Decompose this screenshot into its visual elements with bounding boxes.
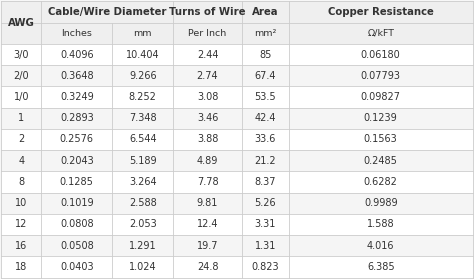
Text: 1.024: 1.024 bbox=[129, 262, 156, 272]
Bar bbox=[1, 256, 473, 278]
Text: 2: 2 bbox=[18, 134, 25, 145]
Text: 0.07793: 0.07793 bbox=[361, 71, 401, 81]
Text: 8: 8 bbox=[18, 177, 25, 187]
Text: 33.6: 33.6 bbox=[255, 134, 276, 145]
Text: 0.1239: 0.1239 bbox=[364, 113, 398, 123]
Text: 7.78: 7.78 bbox=[197, 177, 219, 187]
Bar bbox=[1, 150, 473, 171]
Text: 21.2: 21.2 bbox=[255, 156, 276, 166]
Text: 67.4: 67.4 bbox=[255, 71, 276, 81]
Text: 9.266: 9.266 bbox=[129, 71, 156, 81]
Text: 0.823: 0.823 bbox=[252, 262, 279, 272]
Text: 3.31: 3.31 bbox=[255, 220, 276, 230]
Text: 10.404: 10.404 bbox=[126, 49, 160, 59]
Bar bbox=[1, 108, 473, 129]
Text: 24.8: 24.8 bbox=[197, 262, 219, 272]
Text: 4.016: 4.016 bbox=[367, 241, 394, 251]
Text: 5.189: 5.189 bbox=[129, 156, 156, 166]
Bar bbox=[1, 65, 473, 86]
Text: 0.2485: 0.2485 bbox=[364, 156, 398, 166]
Text: 0.2893: 0.2893 bbox=[60, 113, 94, 123]
Text: 3.88: 3.88 bbox=[197, 134, 218, 145]
Text: 12: 12 bbox=[15, 220, 27, 230]
Text: 2.74: 2.74 bbox=[197, 71, 219, 81]
Bar bbox=[1, 23, 473, 44]
Text: 19.7: 19.7 bbox=[197, 241, 219, 251]
Text: 85: 85 bbox=[259, 49, 272, 59]
Text: 3.08: 3.08 bbox=[197, 92, 218, 102]
Text: 5.26: 5.26 bbox=[255, 198, 276, 208]
Text: 4: 4 bbox=[18, 156, 25, 166]
Text: 16: 16 bbox=[15, 241, 27, 251]
Text: 6.544: 6.544 bbox=[129, 134, 156, 145]
Text: Per Inch: Per Inch bbox=[189, 29, 227, 38]
Text: 53.5: 53.5 bbox=[255, 92, 276, 102]
Text: Inches: Inches bbox=[61, 29, 92, 38]
Text: 6.385: 6.385 bbox=[367, 262, 394, 272]
Text: Copper Resistance: Copper Resistance bbox=[328, 7, 434, 17]
Bar bbox=[1, 44, 473, 65]
Text: Ω/kFT: Ω/kFT bbox=[367, 29, 394, 38]
Text: 4.89: 4.89 bbox=[197, 156, 218, 166]
Text: 0.0403: 0.0403 bbox=[60, 262, 93, 272]
Bar bbox=[1, 235, 473, 256]
Text: 0.2043: 0.2043 bbox=[60, 156, 94, 166]
Text: 7.348: 7.348 bbox=[129, 113, 156, 123]
Text: 0.1019: 0.1019 bbox=[60, 198, 93, 208]
Text: 0.06180: 0.06180 bbox=[361, 49, 401, 59]
Text: 0.1285: 0.1285 bbox=[60, 177, 94, 187]
Bar bbox=[1, 193, 473, 214]
Text: 2/0: 2/0 bbox=[14, 71, 29, 81]
Text: 2.053: 2.053 bbox=[129, 220, 156, 230]
Text: 1.291: 1.291 bbox=[129, 241, 156, 251]
Text: 0.1563: 0.1563 bbox=[364, 134, 398, 145]
Text: mm: mm bbox=[134, 29, 152, 38]
Text: 8.37: 8.37 bbox=[255, 177, 276, 187]
Text: 8.252: 8.252 bbox=[129, 92, 157, 102]
Text: Turns of Wire: Turns of Wire bbox=[169, 7, 246, 17]
Text: 0.09827: 0.09827 bbox=[361, 92, 401, 102]
Text: 1/0: 1/0 bbox=[14, 92, 29, 102]
Text: 1: 1 bbox=[18, 113, 25, 123]
Bar bbox=[1, 214, 473, 235]
Text: AWG: AWG bbox=[8, 18, 35, 28]
Text: 2.44: 2.44 bbox=[197, 49, 219, 59]
Text: 0.3648: 0.3648 bbox=[60, 71, 93, 81]
Text: mm²: mm² bbox=[254, 29, 276, 38]
Text: 0.9989: 0.9989 bbox=[364, 198, 398, 208]
Text: 3.264: 3.264 bbox=[129, 177, 156, 187]
Text: 0.0508: 0.0508 bbox=[60, 241, 94, 251]
Text: 1.31: 1.31 bbox=[255, 241, 276, 251]
Text: 9.81: 9.81 bbox=[197, 198, 218, 208]
Text: Cable/Wire Diameter: Cable/Wire Diameter bbox=[48, 7, 167, 17]
Text: 1.588: 1.588 bbox=[367, 220, 394, 230]
Text: 0.0808: 0.0808 bbox=[60, 220, 93, 230]
Text: 0.6282: 0.6282 bbox=[364, 177, 398, 187]
Text: 3/0: 3/0 bbox=[14, 49, 29, 59]
Text: 10: 10 bbox=[15, 198, 27, 208]
Text: 0.2576: 0.2576 bbox=[60, 134, 94, 145]
Text: 0.3249: 0.3249 bbox=[60, 92, 94, 102]
Text: 2.588: 2.588 bbox=[129, 198, 156, 208]
Bar bbox=[1, 1, 473, 23]
Text: 0.4096: 0.4096 bbox=[60, 49, 93, 59]
Text: 12.4: 12.4 bbox=[197, 220, 219, 230]
Text: Area: Area bbox=[252, 7, 279, 17]
Text: 3.46: 3.46 bbox=[197, 113, 218, 123]
Bar bbox=[1, 129, 473, 150]
Bar bbox=[1, 171, 473, 193]
Text: 42.4: 42.4 bbox=[255, 113, 276, 123]
Bar bbox=[1, 86, 473, 108]
Text: 18: 18 bbox=[15, 262, 27, 272]
